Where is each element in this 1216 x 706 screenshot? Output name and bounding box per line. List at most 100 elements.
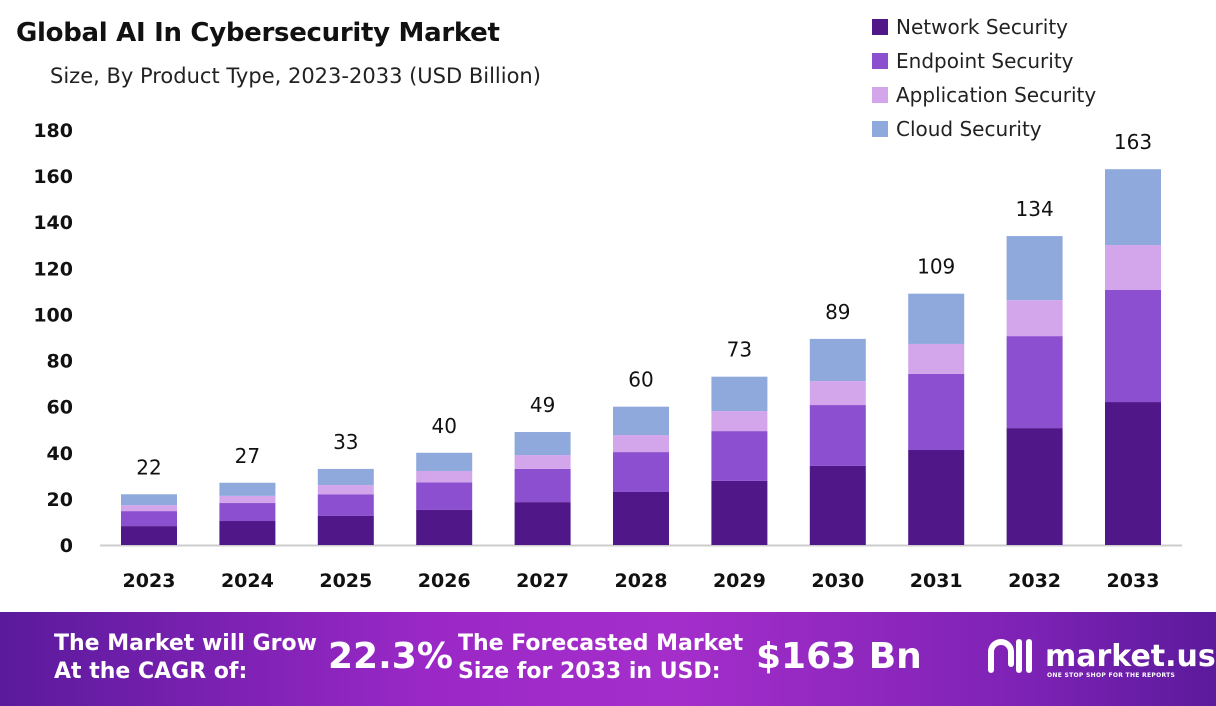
bar-segment [809, 405, 866, 466]
bar-segment [317, 494, 374, 516]
bar-segment [121, 494, 177, 506]
cagr-label-line1: The Market will Grow [54, 631, 317, 656]
x-tick-label: 2025 [319, 570, 372, 592]
bar-segment [514, 432, 571, 456]
y-tick-label: 60 [47, 397, 73, 419]
legend-swatch [872, 87, 888, 103]
bar-segment [711, 480, 768, 545]
bar-segment [514, 468, 571, 503]
bar-segment [416, 509, 473, 545]
bar-segment [711, 376, 768, 412]
bar-segment [908, 343, 965, 374]
forecast-label: The Forecasted Market Size for 2033 in US… [458, 630, 743, 686]
bar-segment [219, 521, 276, 545]
total-label: 27 [235, 444, 260, 468]
bar-segment [1105, 402, 1161, 545]
summary-banner: The Market will Grow At the CAGR of: 22.3… [0, 612, 1216, 706]
legend-swatch [872, 19, 888, 35]
bar-segment [416, 470, 473, 483]
bar-segment [1006, 336, 1063, 429]
bar-segment [1105, 245, 1161, 291]
total-label: 49 [530, 393, 555, 417]
x-tick-label: 2029 [713, 570, 766, 592]
market-us-logo: market.us ONE STOP SHOP FOR THE REPORTS [985, 636, 1216, 679]
forecast-label-line1: The Forecasted Market [458, 631, 744, 656]
bar-segment [711, 411, 768, 432]
total-label: 89 [825, 300, 850, 324]
y-tick-label: 40 [47, 443, 73, 465]
total-label: 33 [333, 430, 358, 454]
chart-plot: 0 20 40 60 80 100 120 140 160 180 22 2023 27 2024 33 20… [33, 120, 1182, 592]
bar-segment [514, 455, 571, 469]
legend-item-endpoint: Endpoint Security [872, 44, 1096, 78]
total-label: 134 [1016, 197, 1054, 221]
bar-segment [219, 503, 276, 522]
bar-segment [317, 515, 374, 545]
x-tick-label: 2024 [221, 570, 274, 592]
x-tick-label: 2026 [418, 570, 471, 592]
total-label: 163 [1114, 130, 1152, 154]
bar-segment [514, 502, 571, 545]
bar-segment [121, 526, 177, 545]
legend-label: Cloud Security [896, 117, 1042, 141]
bar-segment [1105, 169, 1161, 246]
x-tick-label: 2030 [811, 570, 864, 592]
forecast-value: $163 Bn [756, 636, 922, 677]
logo-tagline: ONE STOP SHOP FOR THE REPORTS [1047, 672, 1176, 679]
legend-swatch [872, 121, 888, 137]
bar-segment [1006, 428, 1063, 545]
x-tick-label: 2028 [615, 570, 668, 592]
legend-label: Endpoint Security [896, 49, 1074, 73]
legend-swatch [872, 53, 888, 69]
bar-segment [908, 450, 965, 545]
bar-segment [908, 293, 965, 344]
bar-segment [219, 482, 276, 496]
y-tick-label: 140 [33, 212, 73, 234]
y-tick-label: 20 [47, 489, 73, 511]
bar-segment [416, 482, 473, 510]
bar-segment [317, 485, 374, 495]
bar-segment [1006, 300, 1063, 337]
bar-segment [809, 465, 866, 545]
x-tick-label: 2031 [910, 570, 963, 592]
bar-segment [613, 491, 669, 545]
bar-segment [121, 511, 177, 527]
y-tick-label: 0 [60, 535, 73, 557]
bar-segment [219, 495, 276, 504]
legend-label: Network Security [896, 15, 1068, 39]
total-label: 22 [136, 455, 161, 479]
total-label: 60 [628, 368, 653, 392]
y-tick-label: 100 [33, 304, 73, 326]
y-tick-label: 120 [33, 258, 73, 280]
bar-segment [613, 406, 669, 436]
total-label: 40 [431, 414, 456, 438]
bar-segment [809, 338, 866, 382]
total-label: 109 [917, 255, 955, 279]
legend-item-network: Network Security [872, 10, 1096, 44]
x-tick-label: 2032 [1008, 570, 1061, 592]
x-tick-label: 2023 [123, 570, 176, 592]
total-label: 73 [727, 338, 752, 362]
logo-name: market.us [1045, 638, 1216, 674]
bar-segment [613, 452, 669, 492]
bar-segment [416, 452, 473, 471]
chart-subtitle: Size, By Product Type, 2023-2033 (USD Bi… [50, 64, 541, 88]
legend-item-cloud: Cloud Security [872, 112, 1096, 146]
chart-title: Global AI In Cybersecurity Market [16, 18, 500, 48]
legend-item-application: Application Security [872, 78, 1096, 112]
bar-segment [908, 373, 965, 451]
bar-segment [1105, 290, 1161, 403]
cagr-label: The Market will Grow At the CAGR of: [54, 630, 317, 686]
y-tick-label: 160 [33, 166, 73, 188]
bar-segment [317, 468, 374, 486]
bar-segment [121, 505, 177, 512]
y-tick-label: 180 [33, 120, 73, 142]
bar-segment [711, 431, 768, 481]
legend: Network Security Endpoint Security Appli… [872, 10, 1096, 146]
forecast-label-line2: Size for 2033 in USD: [458, 659, 721, 684]
bar-segment [809, 381, 866, 406]
cagr-label-line2: At the CAGR of: [54, 659, 248, 684]
x-tick-label: 2027 [516, 570, 569, 592]
bar-segment [1006, 236, 1063, 301]
x-tick-label: 2033 [1107, 570, 1160, 592]
